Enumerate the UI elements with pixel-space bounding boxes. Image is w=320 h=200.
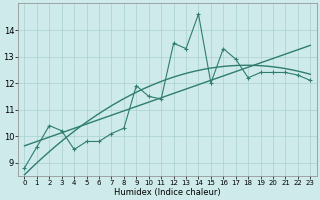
X-axis label: Humidex (Indice chaleur): Humidex (Indice chaleur) [114,188,221,197]
